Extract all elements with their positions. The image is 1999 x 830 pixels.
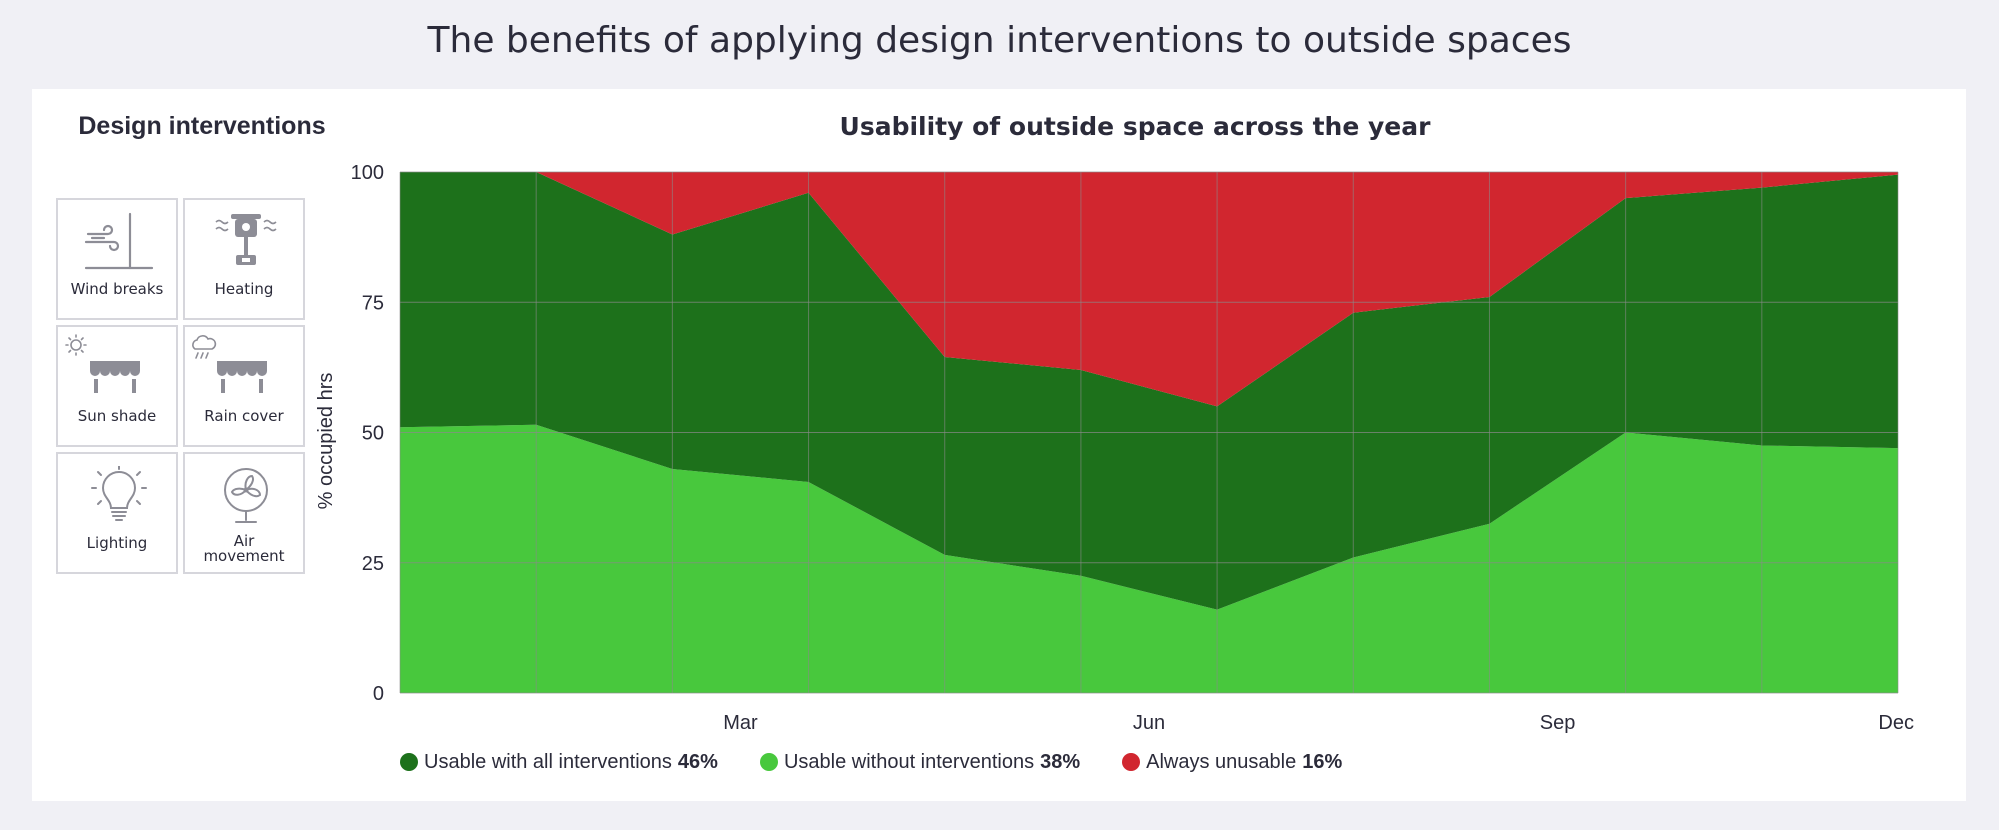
y-tick-label: 75: [362, 292, 384, 314]
legend-swatch: [400, 753, 418, 771]
intervention-tile-heating[interactable]: Heating: [183, 198, 305, 320]
y-tick-label: 0: [373, 683, 384, 705]
tile-label: Sun shade: [77, 407, 157, 425]
y-tick-label: 25: [362, 553, 384, 575]
intervention-tile-sun-shade[interactable]: Sun shade: [56, 325, 178, 447]
tile-label: Wind breaks: [70, 280, 164, 298]
heater-icon: [215, 214, 277, 265]
area-chart: 0 25 50 75 100 Mar Jun Sep Dec % occupied hrs: [315, 162, 1914, 734]
legend-label: Always unusable: [1146, 750, 1297, 773]
y-tick-label: 50: [362, 423, 384, 445]
legend-value: 16%: [1302, 750, 1343, 773]
intervention-tile-rain-cover[interactable]: Rain cover: [183, 325, 305, 447]
legend-swatch: [1122, 753, 1141, 771]
chart-legend: Usable with all interventions 46% Usable…: [400, 749, 1384, 775]
legend-label: Usable without interventions: [783, 750, 1035, 773]
rain-cover-icon: [192, 335, 267, 393]
legend-value: 38%: [1040, 750, 1081, 773]
chart-grid: [399, 171, 1899, 694]
x-tick-label: Sep: [1540, 712, 1576, 734]
legend-value: 46%: [677, 750, 718, 773]
tile-label: Rain cover: [204, 407, 284, 425]
light-bulb-icon: [91, 466, 147, 521]
legend-item-usable-without[interactable]: Usable without interventions 38%: [759, 750, 1081, 774]
intervention-tile-wind-breaks[interactable]: Wind breaks: [56, 198, 178, 320]
legend-swatch: [759, 753, 778, 771]
x-tick-label: Mar: [723, 712, 758, 734]
area-series-usable-without[interactable]: [400, 424, 1898, 693]
sun-shade-icon: [65, 334, 140, 393]
intervention-tile-lighting[interactable]: Lighting: [56, 452, 178, 574]
tile-label: Lighting: [86, 534, 148, 552]
y-axis-ticks: 0 25 50 75 100: [351, 162, 384, 705]
x-tick-label: Dec: [1878, 712, 1914, 734]
fan-icon: [224, 468, 268, 523]
area-series-unusable[interactable]: [400, 172, 1898, 407]
interventions-title: Design interventions: [78, 112, 326, 140]
y-axis-label: % occupied hrs: [315, 373, 337, 510]
x-tick-label: Jun: [1133, 712, 1165, 734]
intervention-tile-air-movement[interactable]: Air movement: [183, 452, 305, 574]
area-series-usable-all[interactable]: [400, 172, 1898, 610]
chart-title: Usability of outside space across the ye…: [839, 112, 1431, 141]
tile-label: Heating: [214, 280, 274, 298]
wind-break-icon: [84, 212, 154, 270]
y-tick-label: 100: [351, 162, 384, 184]
tile-label: Air movement: [203, 532, 285, 565]
chart-areas: [400, 172, 1898, 693]
chart-card: Design interventions Wind breaks: [32, 89, 1966, 801]
legend-item-always-unusable[interactable]: Always unusable 16%: [1122, 751, 1342, 774]
page-title: The benefits of applying design interven…: [427, 20, 1572, 61]
legend-label: Usable with all interventions: [424, 750, 672, 773]
legend-item-usable-all[interactable]: Usable with all interventions 46%: [400, 751, 718, 774]
x-axis-ticks: Mar Jun Sep Dec: [723, 712, 1914, 734]
